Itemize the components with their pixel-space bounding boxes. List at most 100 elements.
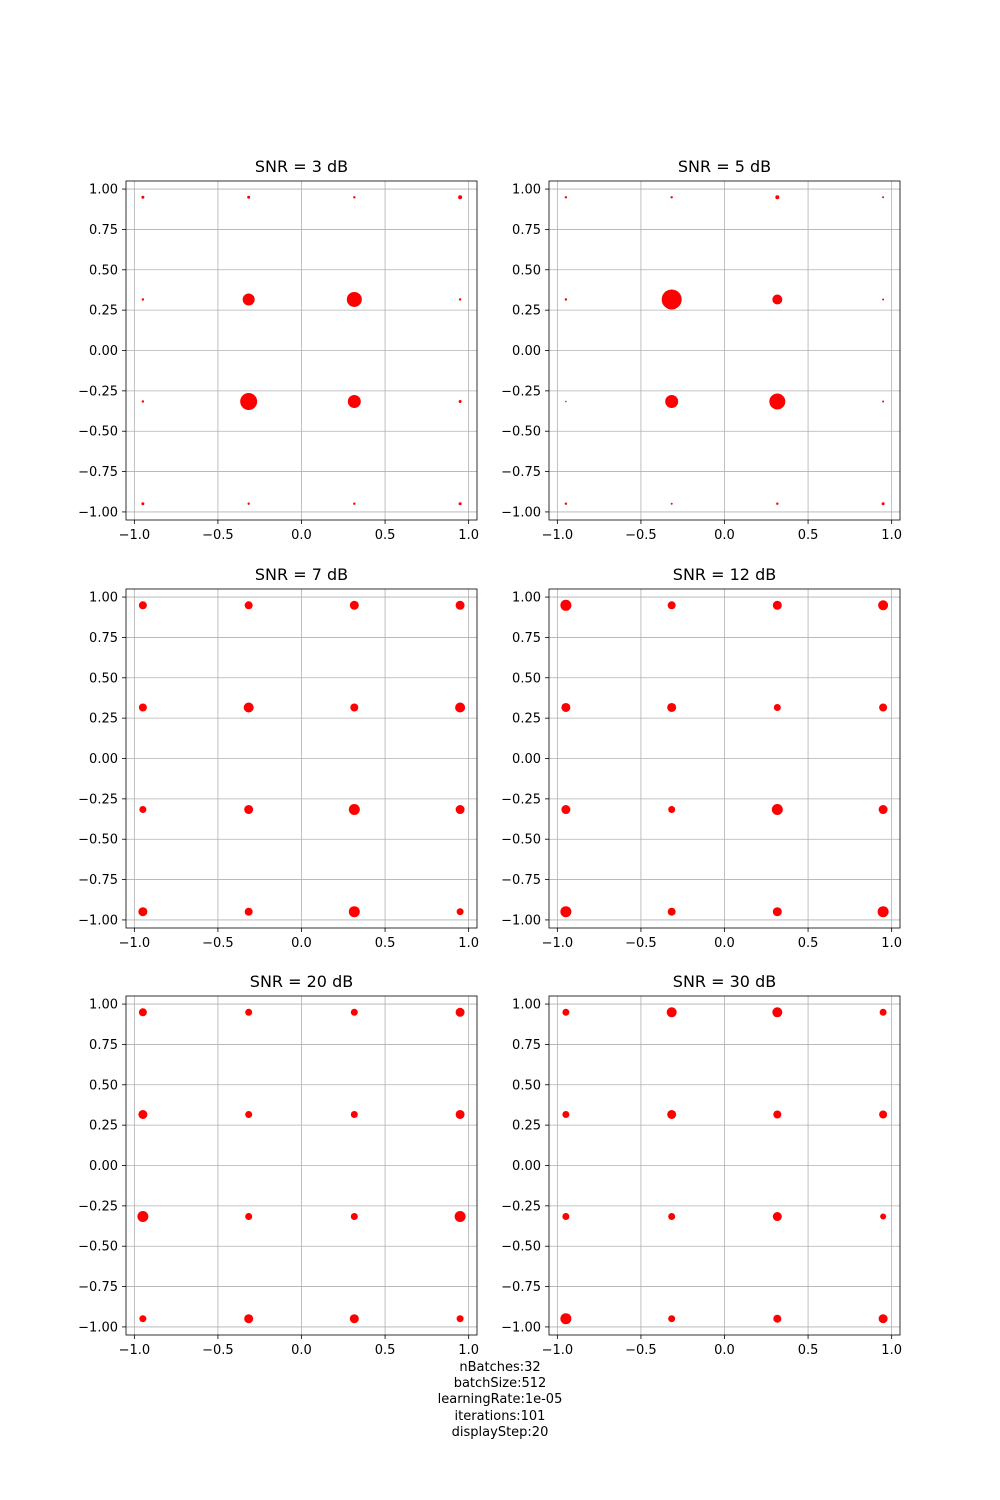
- x-tick-label: −0.5: [202, 528, 234, 543]
- scatter-point: [141, 400, 145, 403]
- scatter-point: [773, 1314, 782, 1323]
- y-tick-label: −1.00: [501, 505, 541, 520]
- scatter-point: [138, 907, 148, 917]
- x-tick-label: −0.5: [625, 936, 657, 951]
- scatter-point: [137, 1211, 149, 1223]
- scatter-point: [773, 1110, 782, 1119]
- scatter-point: [245, 1110, 253, 1118]
- scatter-point: [670, 196, 673, 199]
- x-tick-label: 1.0: [458, 1343, 479, 1358]
- scatter-point: [667, 702, 677, 712]
- scatter-point: [668, 1213, 676, 1221]
- x-tick-label: −0.5: [625, 528, 657, 543]
- subplot-5: −1.0 −0.5 0.0 0.5 1.0 1.00 0.75 0.50 0.25 0.00 −0.…: [78, 972, 479, 1358]
- scatter-point: [772, 600, 782, 610]
- x-tick-label: −0.5: [625, 1343, 657, 1358]
- subplot-1: −1.0 −0.5 0.0 0.5 1.0 1.00 0.75 0.50 0.25 0.00 −0.…: [78, 157, 479, 543]
- y-tick-label: 0.25: [89, 304, 118, 319]
- scatter-point: [454, 1211, 466, 1223]
- scatter-point: [667, 601, 676, 610]
- x-tick-label: 0.5: [375, 528, 396, 543]
- y-tick-label: 1.00: [512, 183, 541, 198]
- scatter-point: [668, 1315, 676, 1323]
- scatter-point: [138, 1008, 147, 1017]
- subplot-2: −1.0 −0.5 0.0 0.5 1.0 1.00 0.75 0.50 0.25 0.00 −0.…: [501, 157, 902, 543]
- scatter-point: [346, 291, 362, 307]
- y-tick-label: 0.50: [512, 1078, 541, 1093]
- x-tick-label: −0.5: [202, 936, 234, 951]
- scatter-point: [141, 502, 145, 506]
- y-tick-label: 0.75: [512, 1038, 541, 1053]
- y-tick-label: 0.75: [89, 631, 118, 646]
- x-tick-label: 0.0: [714, 1343, 735, 1358]
- x-tick-label: 0.0: [291, 936, 312, 951]
- scatter-point: [347, 395, 361, 409]
- y-tick-label: 0.25: [89, 712, 118, 727]
- scatter-point: [878, 805, 888, 815]
- scatter-point: [771, 804, 783, 816]
- scatter-point: [458, 298, 462, 301]
- scatter-point: [882, 400, 885, 403]
- scatter-point: [879, 1008, 887, 1016]
- x-tick-label: −1.0: [119, 528, 151, 543]
- y-tick-label: 1.00: [512, 998, 541, 1013]
- y-tick-label: 0.25: [512, 1119, 541, 1134]
- scatter-point: [562, 1110, 570, 1118]
- scatter-point: [353, 502, 356, 505]
- scatter-point: [666, 1007, 677, 1018]
- y-tick-label: −0.25: [78, 1199, 118, 1214]
- scatter-point: [562, 1213, 570, 1221]
- scatter-point: [562, 1008, 570, 1016]
- scatter-point: [141, 195, 145, 199]
- scatter-point: [350, 1110, 358, 1118]
- y-tick-label: 0.50: [512, 263, 541, 278]
- scatter-point: [353, 196, 356, 199]
- scatter-point: [350, 1008, 358, 1016]
- scatter-point: [242, 293, 255, 306]
- scatter-point: [243, 702, 254, 713]
- scatter-point: [458, 195, 463, 200]
- y-tick-label: −0.50: [501, 425, 541, 440]
- y-tick-label: 0.00: [89, 1159, 118, 1174]
- y-tick-label: 0.25: [512, 712, 541, 727]
- scatter-point: [564, 502, 568, 505]
- scatter-point: [245, 1213, 253, 1221]
- y-tick-label: 0.00: [512, 1159, 541, 1174]
- x-tick-label: −1.0: [119, 936, 151, 951]
- scatter-point: [880, 1213, 887, 1220]
- scatter-point: [141, 298, 145, 301]
- x-tick-label: 0.5: [375, 936, 396, 951]
- scatter-point: [670, 502, 673, 505]
- y-tick-label: 0.50: [89, 1078, 118, 1093]
- scatter-point: [139, 806, 147, 814]
- scatter-point: [772, 1007, 783, 1018]
- subplot-3: −1.0 −0.5 0.0 0.5 1.0 1.00 0.75 0.50 0.25 0.00 −0.…: [78, 565, 479, 951]
- scatter-point: [244, 1314, 254, 1324]
- scatter-point: [247, 195, 251, 199]
- scatter-point: [877, 906, 889, 918]
- y-tick-label: 0.75: [89, 1038, 118, 1053]
- x-tick-label: −1.0: [119, 1343, 151, 1358]
- x-tick-label: 1.0: [881, 1343, 902, 1358]
- y-tick-label: −0.75: [501, 873, 541, 888]
- y-tick-label: 0.00: [512, 752, 541, 767]
- scatter-point: [561, 702, 571, 712]
- subplot-title: SNR = 30 dB: [673, 972, 776, 991]
- scatter-point: [455, 600, 465, 610]
- caption-learningrate: learningRate:1e-05: [437, 1392, 563, 1408]
- scatter-point: [667, 1109, 677, 1119]
- scatter-point: [456, 908, 464, 916]
- x-tick-label: 0.0: [291, 1343, 312, 1358]
- y-tick-label: −0.75: [78, 873, 118, 888]
- y-tick-label: −0.75: [501, 465, 541, 480]
- x-tick-label: 0.5: [375, 1343, 396, 1358]
- y-tick-label: 0.75: [89, 223, 118, 238]
- scatter-point: [560, 906, 572, 918]
- scatter-point: [667, 907, 676, 916]
- scatter-point: [245, 1008, 253, 1016]
- y-tick-label: −0.50: [78, 833, 118, 848]
- caption-iterations: iterations:101: [454, 1408, 546, 1424]
- scatter-point: [668, 806, 676, 814]
- scatter-point: [139, 1315, 147, 1323]
- scatter-point: [247, 502, 250, 505]
